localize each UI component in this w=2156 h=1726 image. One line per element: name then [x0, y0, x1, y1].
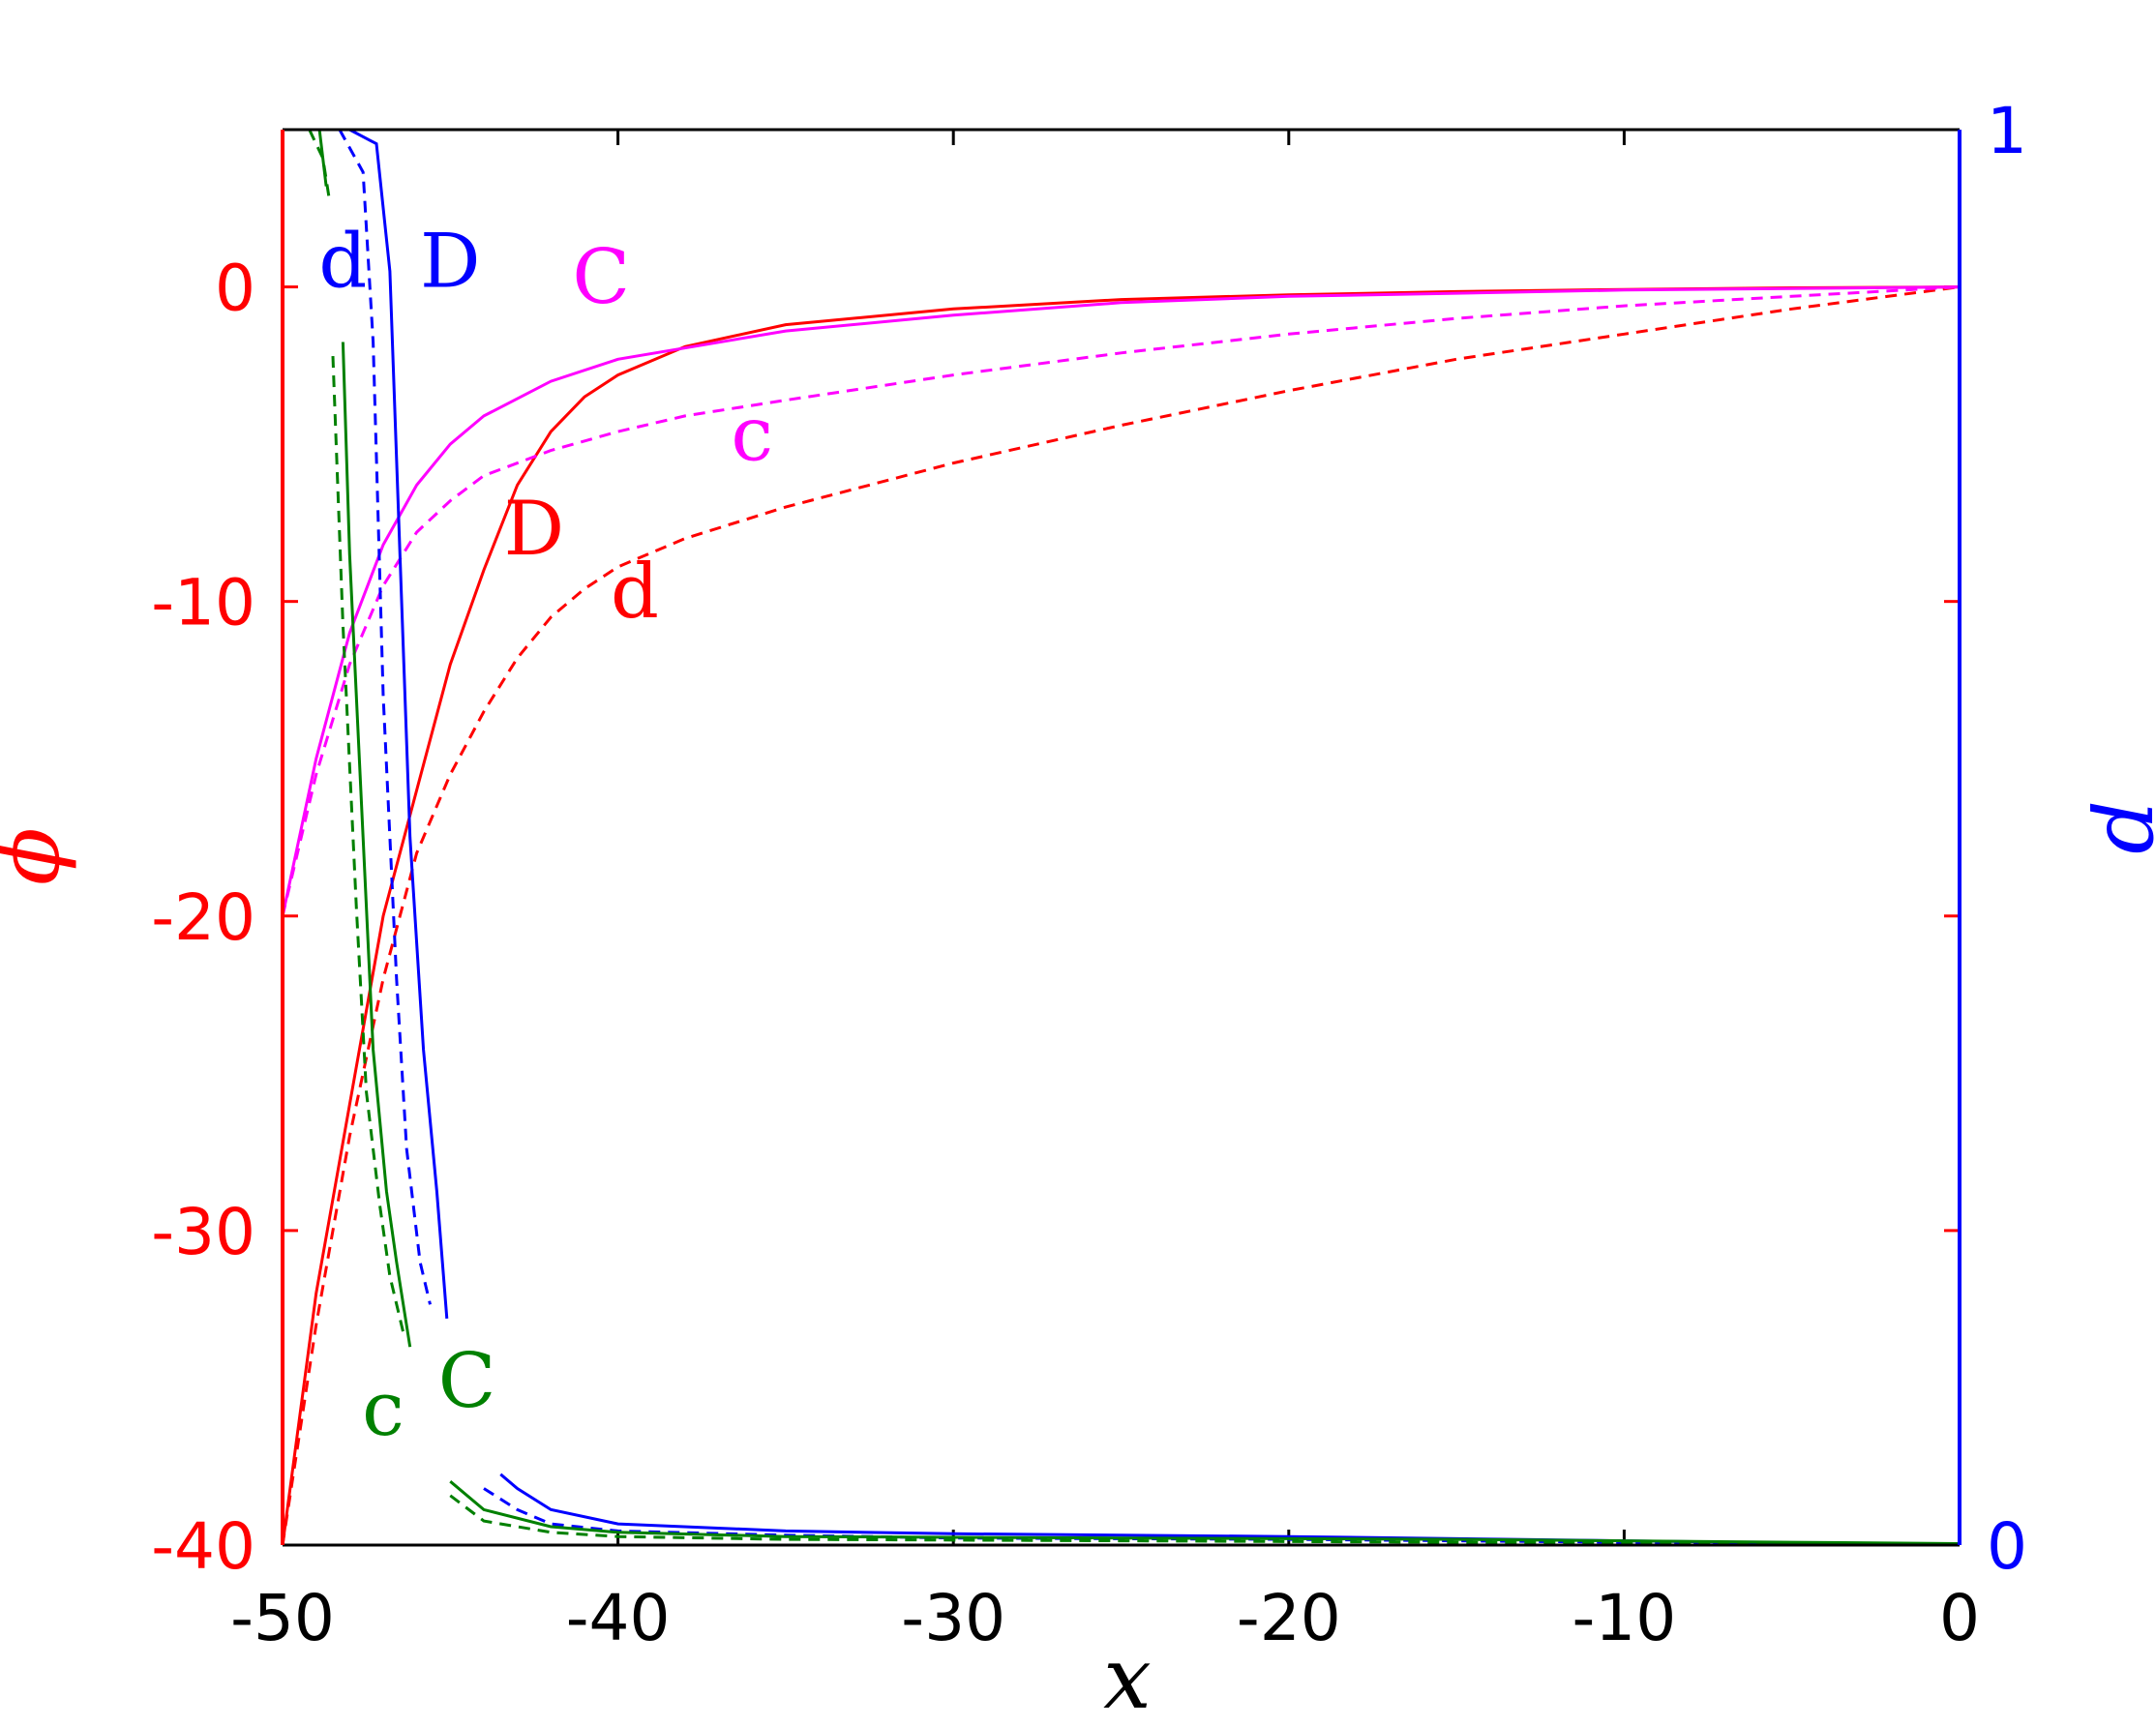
x-tick-label: -50 [230, 1581, 335, 1655]
series-group [281, 128, 1961, 1547]
series-line-11 [341, 342, 412, 1348]
left-tick-label: 0 [215, 252, 255, 326]
right-tick-label: 1 [1987, 94, 2027, 168]
x-tick-label: -40 [566, 1581, 671, 1655]
plot-frame [281, 128, 1961, 1547]
series-line-1 [281, 285, 1961, 1546]
series-line-9 [283, 128, 328, 187]
series-line-4 [281, 285, 1961, 917]
curve-annotation: c [362, 1366, 404, 1453]
series-line-3 [281, 285, 1961, 917]
left-tick-label: -40 [151, 1509, 255, 1584]
left-axis-label: ϕ [0, 827, 78, 885]
curve-annotation: c [731, 391, 773, 478]
x-tick-label: 0 [1939, 1581, 1980, 1655]
series-line-5 [348, 128, 449, 1320]
series-line-2 [281, 285, 1961, 1546]
curve-annotation: C [572, 234, 630, 321]
right-axis-label: p [2087, 800, 2156, 854]
curve-annotation: C [438, 1338, 496, 1425]
left-tick-label: -20 [151, 880, 255, 955]
x-tick-label: -30 [901, 1581, 1005, 1655]
series-line-14 [449, 1494, 1960, 1545]
series-line-10 [308, 129, 331, 201]
series-line-13 [449, 1480, 1961, 1545]
curve-annotation: D [420, 219, 481, 306]
series-line-12 [331, 356, 405, 1333]
x-axis-label: x [1103, 1628, 1152, 1726]
curve-annotation: D [504, 486, 565, 573]
x-tick-label: -20 [1237, 1581, 1341, 1655]
curve-annotation: d [318, 219, 367, 306]
curve-annotation: d [611, 549, 659, 636]
series-line-6 [338, 129, 432, 1305]
tick-marks [281, 128, 1961, 1547]
right-tick-label: 0 [1987, 1509, 2027, 1584]
left-tick-label: -30 [151, 1195, 255, 1269]
left-tick-label: -10 [151, 566, 255, 640]
x-tick-label: -10 [1572, 1581, 1676, 1655]
